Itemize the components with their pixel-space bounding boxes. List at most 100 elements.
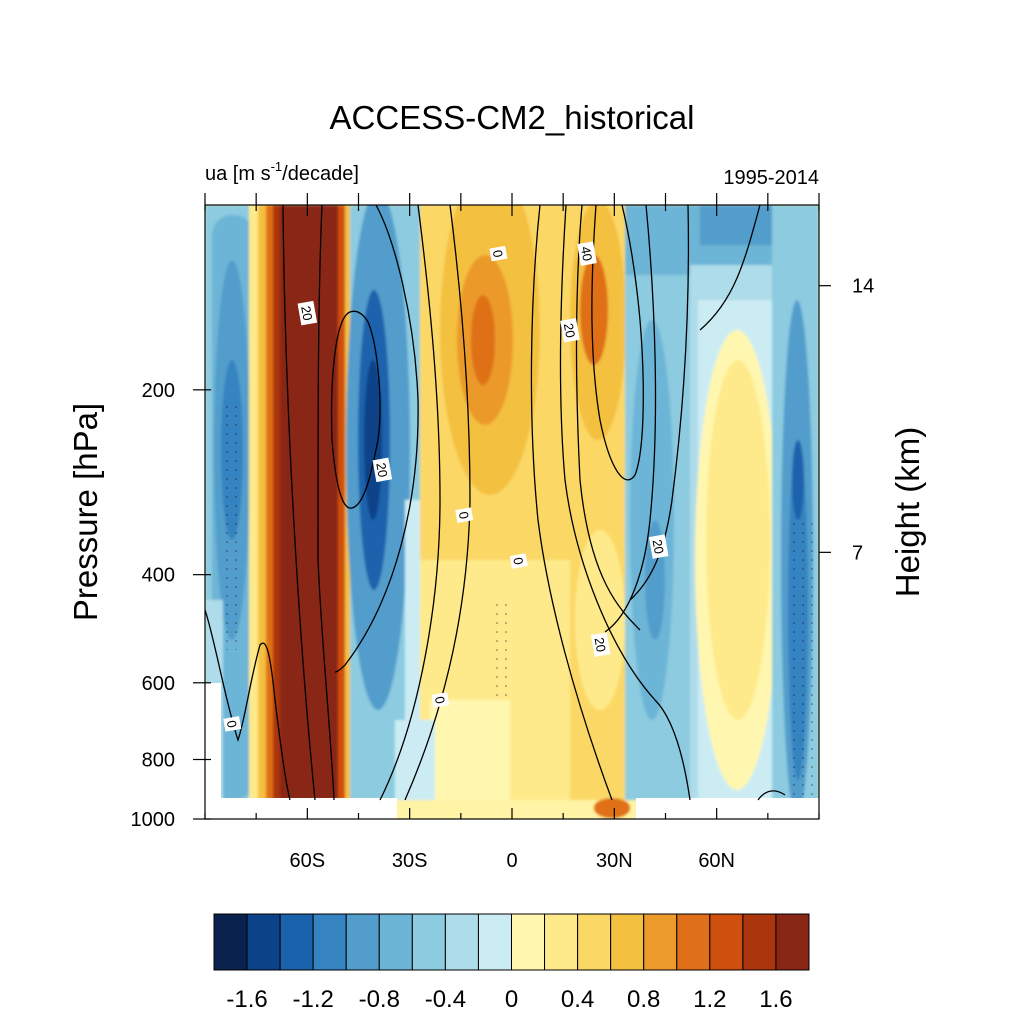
colorbar-swatch	[444, 913, 479, 971]
x-tick-label: 60N	[698, 850, 735, 872]
colorbar-swatch	[610, 913, 645, 971]
colorbar-label: -1.2	[292, 986, 333, 1013]
colorbar-swatch	[246, 913, 281, 971]
colorbar-swatch	[279, 913, 314, 971]
contour-label-text: 40	[578, 245, 595, 262]
fill-tropics-core	[471, 295, 495, 385]
fill-tropics-surface	[430, 700, 510, 800]
stipple-north-polar	[790, 520, 816, 800]
plot-area: 20 20 0 20 40 0 0 20 20 0 0	[205, 205, 819, 819]
colorbar-swatch	[345, 913, 380, 971]
contour-label-text: 0	[432, 695, 448, 705]
colorbar-label: -1.6	[226, 986, 267, 1013]
climatology-contours	[205, 205, 786, 801]
contour-label: 0	[431, 692, 450, 708]
period-subtitle: 1995-2014	[723, 167, 819, 189]
colorbar-swatch	[742, 913, 777, 971]
contour-label-box	[223, 716, 242, 732]
contour-label-box	[297, 300, 318, 326]
variable-units-subtitle: ua [m s-1/decade]	[205, 159, 359, 185]
colorbar-swatch	[411, 913, 446, 971]
contour-label-box	[455, 507, 474, 523]
y-tick-label: 200	[142, 380, 175, 402]
units-base: ua [m s	[205, 163, 271, 185]
significance-stippling	[222, 400, 816, 800]
contour-label: 20	[560, 318, 580, 343]
y-tick-label: 1000	[131, 809, 176, 831]
colorbar-swatch	[643, 913, 678, 971]
contour-label-box	[590, 632, 611, 657]
missing-data-mask	[205, 683, 819, 819]
y-axis-right: 14 7	[819, 276, 874, 564]
contour-label-box	[560, 318, 580, 343]
x-tick-label: 30S	[392, 850, 428, 872]
contour-labels: 20 20 0 20 40 0 0 20 20 0 0	[223, 241, 669, 732]
colorbar-swatch	[312, 913, 347, 971]
x-tick-label: 30N	[596, 850, 633, 872]
contour-label: 20	[372, 457, 393, 483]
contour-label-text: 20	[650, 538, 667, 555]
y-right-tick-label: 14	[852, 276, 874, 298]
colorbar-label: -0.4	[425, 986, 466, 1013]
contour-label: 0	[489, 245, 508, 262]
units-tail: /decade]	[282, 163, 359, 185]
missing-south-surface	[205, 798, 397, 819]
contour-line	[334, 205, 419, 673]
colorbar-swatch	[213, 913, 248, 971]
contour-line	[330, 310, 381, 509]
x-axis: 60S 30S 0 30N 60N	[204, 193, 820, 872]
stipple-tropics	[490, 600, 510, 700]
fill-north-blue-mid	[630, 320, 674, 720]
colorbar-swatch	[544, 913, 579, 971]
x-tick-label: 60S	[290, 850, 326, 872]
contour-label-text: 20	[373, 462, 390, 479]
contour-label: 0	[223, 716, 242, 732]
colorbar: -1.6 -1.2 -0.8 -0.4 0 0.4 0.8 1.2 1.6	[213, 913, 810, 1013]
colorbar-swatch	[378, 913, 413, 971]
contour-line	[591, 205, 644, 481]
fill-tropics-south-pale	[395, 720, 435, 800]
contour-line	[629, 205, 690, 601]
contour-label-box	[648, 534, 669, 559]
missing-north-surface	[636, 798, 819, 819]
contour-fill-field	[205, 205, 819, 819]
y-tick-label: 400	[142, 565, 175, 587]
y-right-tick-label: 7	[852, 542, 863, 564]
contour-line	[757, 790, 786, 801]
fill-surface-warm-spot	[594, 798, 630, 818]
contour-label-text: 0	[224, 719, 240, 729]
contour-label: 20	[648, 534, 669, 559]
contour-label-text: 0	[510, 556, 526, 566]
contour-line	[699, 205, 761, 331]
colorbar-label: 0.4	[561, 986, 594, 1013]
contour-line	[379, 205, 441, 801]
y-axis-label: Pressure [hPa]	[67, 403, 104, 621]
fill-subtrop-north-orange	[580, 255, 608, 365]
contour-line	[530, 205, 613, 801]
contour-label-box	[489, 245, 508, 262]
fill-jet-east-edge	[338, 205, 348, 800]
fill-subpolar-north-gold	[706, 360, 770, 720]
contour-label: 0	[509, 553, 528, 569]
y-tick-label: 600	[142, 673, 175, 695]
contour-line	[317, 205, 335, 801]
y-axis-right-label: Height (km)	[889, 427, 926, 598]
y-tick-label: 800	[142, 749, 175, 771]
colorbar-swatch	[477, 913, 513, 971]
contour-line	[404, 205, 471, 801]
colorbar-swatch	[775, 913, 810, 971]
fill-jet-core	[280, 205, 340, 800]
contour-label: 20	[590, 632, 611, 657]
colorbar-label: 0	[505, 986, 518, 1013]
chart-title: ACCESS-CM2_historical	[330, 99, 695, 136]
contour-label: 40	[577, 241, 597, 266]
contour-label-text: 20	[592, 636, 609, 653]
colorbar-label: 1.6	[759, 986, 792, 1013]
contour-label-text: 20	[298, 305, 315, 322]
units-superscript: -1	[271, 159, 283, 174]
colorbar-swatch	[709, 913, 744, 971]
contour-label-box	[372, 457, 393, 483]
colorbar-label: -0.8	[359, 986, 400, 1013]
contour-line	[559, 205, 691, 801]
colorbar-label: 1.2	[693, 986, 726, 1013]
